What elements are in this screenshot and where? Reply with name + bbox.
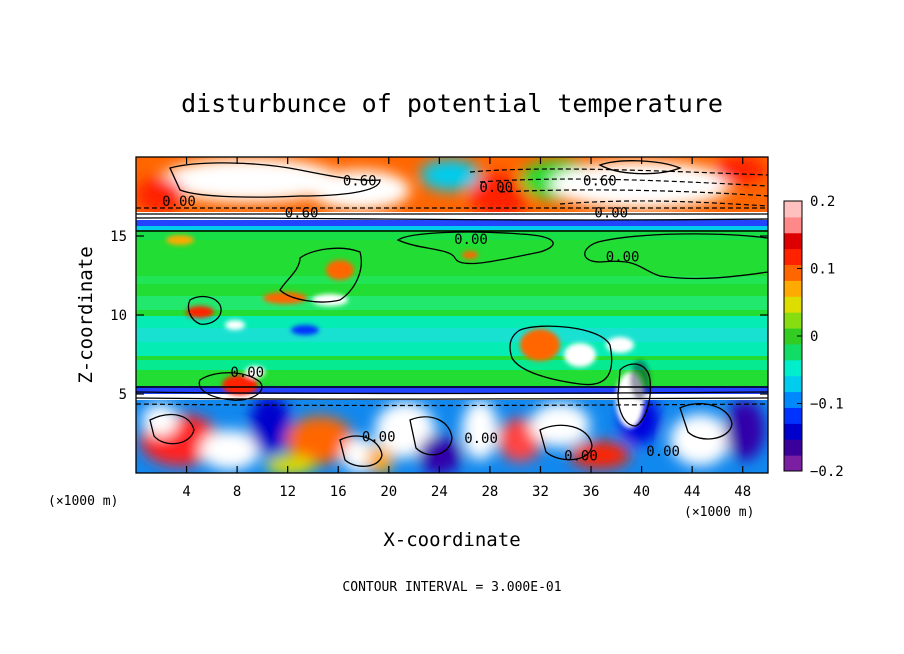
chart-title: disturbunce of potential temperature — [181, 89, 723, 118]
colorbar: 0.2 0.1 0 −0.1 −0.2 — [783, 194, 844, 480]
x-tick-label: 36 — [583, 484, 600, 500]
contour-label: 0.60 — [583, 174, 617, 190]
colorbar-swatch — [784, 248, 802, 266]
x-tick-label: 40 — [633, 484, 650, 500]
x-tick-label: 16 — [330, 484, 347, 500]
contour-label: 0.00 — [464, 431, 498, 447]
colorbar-swatch — [784, 423, 802, 440]
contour-labels: 0.00 0.00 0.00 0.00 0.00 0.00 0.00 0.00 0.00 0.00… — [162, 174, 680, 465]
y-tick-label: 5 — [119, 387, 127, 403]
colorbar-swatch — [784, 296, 802, 313]
x-tick-label: 24 — [431, 484, 448, 500]
colorbar-swatch — [784, 375, 802, 393]
contour-label: 0.00 — [479, 180, 513, 196]
x-tick-label: 8 — [233, 484, 241, 500]
colorbar-swatch — [784, 407, 802, 424]
y-tick-label: 10 — [110, 308, 127, 324]
x-tick-label: 48 — [734, 484, 751, 500]
contour-label: 0.00 — [362, 430, 396, 446]
contour-interval-note: CONTOUR INTERVAL = 3.000E-01 — [342, 580, 561, 595]
contour-label: 0.60 — [285, 205, 319, 221]
colorbar-swatch — [784, 359, 802, 377]
colorbar-swatch — [784, 455, 802, 472]
colorbar-tick-label: 0 — [810, 329, 818, 345]
x-unit-label-right: (×1000 m) — [684, 505, 754, 520]
contour-label: 0.00 — [606, 250, 640, 266]
colorbar-tick-label: −0.2 — [810, 464, 844, 480]
x-axis-label: X-coordinate — [383, 529, 520, 551]
contour-label: 0.00 — [162, 194, 196, 210]
x-tick-label: 28 — [481, 484, 498, 500]
colorbar-tick-label: 0.1 — [810, 262, 835, 278]
contour-label: 0.00 — [564, 449, 598, 465]
contour-label: 0.00 — [230, 365, 264, 381]
contour-label: 0.00 — [454, 232, 488, 248]
colorbar-swatch — [784, 312, 802, 329]
colorbar-tick-label: 0.2 — [810, 194, 835, 210]
contour-label: 0.00 — [594, 205, 628, 221]
x-tick-label: 44 — [684, 484, 701, 500]
x-tick-label: 12 — [279, 484, 296, 500]
x-tick-label: 20 — [380, 484, 397, 500]
x-tick-label: 32 — [532, 484, 549, 500]
colorbar-swatch — [784, 439, 802, 456]
colorbar-swatch — [784, 216, 802, 234]
colorbar-tick-label: −0.1 — [810, 397, 844, 413]
colorbar-swatch — [784, 264, 802, 281]
colorbar-swatch — [784, 232, 802, 250]
colorbar-swatch — [784, 391, 802, 408]
y-axis-label: Z-coordinate — [75, 246, 97, 383]
colorbar-swatch — [784, 201, 802, 218]
y-axis-ticks: 5 10 15 — [110, 229, 768, 403]
x-unit-label-left: (×1000 m) — [48, 494, 118, 509]
x-axis-ticks: 4 8 12 16 20 24 28 32 36 40 44 48 — [182, 157, 751, 500]
contour-label: 0.00 — [646, 444, 680, 460]
contour-label: 0.60 — [343, 174, 377, 190]
plot-area — [136, 157, 768, 473]
colorbar-swatch — [784, 343, 802, 361]
y-tick-label: 15 — [110, 229, 127, 245]
x-tick-label: 4 — [182, 484, 190, 500]
colorbar-swatch — [784, 328, 802, 345]
colorbar-swatch — [784, 280, 802, 297]
